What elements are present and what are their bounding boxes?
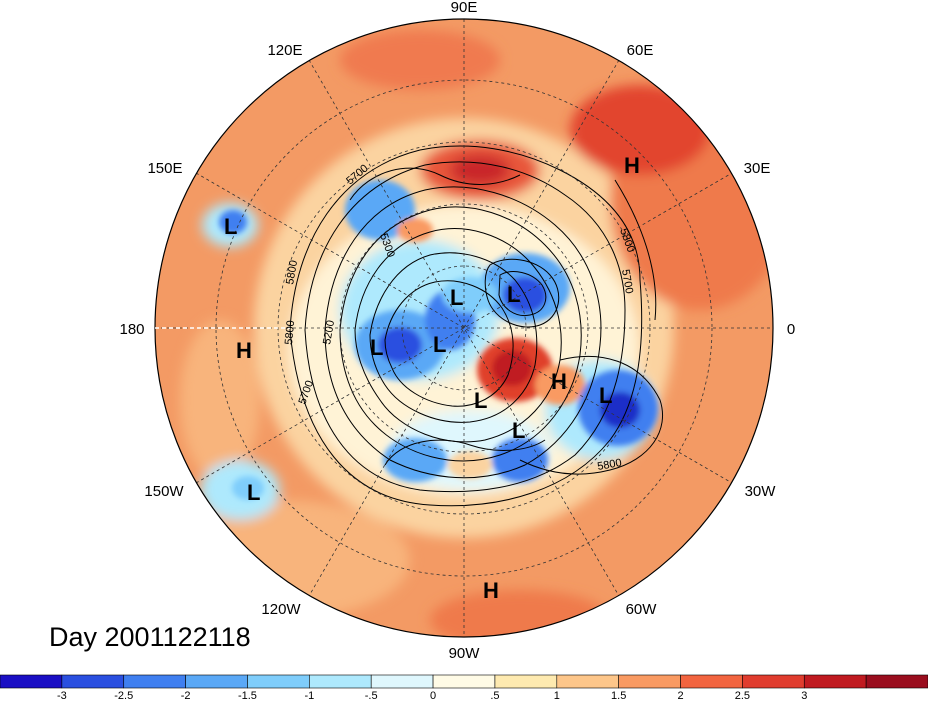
pressure-center-low: L [507, 282, 520, 307]
lon-label-120e: 120E [267, 42, 302, 59]
colorbar-swatch [247, 674, 310, 689]
colorbar: -3 -2.5 -2 -1.5 -1 -.5 0 .5 1 1.5 2 2.5 3 [0, 674, 928, 702]
colorbar-swatch [803, 674, 867, 689]
colorbar-swatch [494, 674, 558, 689]
lon-label-30e: 30E [744, 160, 771, 177]
contour-label: 5200 [321, 319, 337, 345]
colorbar-swatch [0, 674, 63, 689]
colorbar-swatch [742, 674, 805, 689]
height-contours [289, 145, 664, 507]
pressure-centers: L L L L L L L L L H H H H [224, 153, 640, 603]
colorbar-tick-label: -1 [304, 690, 314, 702]
colorbar-swatch [309, 674, 372, 689]
colorbar-swatch [185, 674, 248, 689]
lon-label-90w: 90W [449, 645, 481, 662]
colorbar-swatch [556, 674, 619, 689]
colorbar-tick-label: -3 [57, 690, 67, 702]
colorbar-tick-label: -2 [181, 690, 191, 702]
lon-label-120w: 120W [261, 601, 301, 618]
colorbar-tick-label: -2.5 [114, 690, 133, 702]
anomaly-field [155, 19, 773, 637]
colorbar-tick-label: -1.5 [238, 690, 257, 702]
colorbar-swatch [61, 674, 125, 689]
lon-label-90e: 90E [451, 0, 478, 16]
pressure-center-low: L [433, 332, 446, 357]
pressure-center-high: H [551, 369, 567, 394]
colorbar-swatch [680, 674, 743, 689]
colorbar-swatch [618, 674, 681, 689]
pressure-center-high: H [236, 338, 252, 363]
lon-label-60w: 60W [626, 601, 658, 618]
lon-label-30w: 30W [745, 483, 777, 500]
colorbar-tick-label: 1.5 [611, 690, 626, 702]
colorbar-tick-label: .5 [490, 690, 499, 702]
pressure-center-low: L [224, 214, 237, 239]
lon-label-60e: 60E [627, 42, 654, 59]
lon-label-150w: 150W [144, 483, 184, 500]
contour-label: 5800 [596, 457, 622, 473]
colorbar-tick-label: 3 [801, 690, 807, 702]
map-title: Day 2001122118 [49, 622, 251, 652]
pressure-center-low: L [450, 285, 463, 310]
pressure-center-low: L [599, 383, 612, 408]
colorbar-swatch [432, 674, 496, 689]
pressure-center-low: L [512, 418, 525, 443]
colorbar-tick-label: 2 [677, 690, 683, 702]
colorbar-tick-label: 2.5 [735, 690, 750, 702]
lon-label-180: 180 [119, 321, 144, 338]
pressure-center-low: L [247, 480, 260, 505]
colorbar-tick-label: 1 [554, 690, 560, 702]
colorbar-tick-label: -.5 [365, 690, 378, 702]
lon-label-0: 0 [787, 321, 795, 338]
pressure-center-high: H [624, 153, 640, 178]
contour-label: 5800 [283, 320, 297, 345]
colorbar-swatch [370, 674, 434, 689]
lon-label-150e: 150E [147, 160, 182, 177]
pressure-center-low: L [370, 335, 383, 360]
colorbar-swatch [123, 674, 186, 689]
contour-label: 5700 [619, 268, 635, 294]
pressure-center-low: L [474, 388, 487, 413]
colorbar-tick-label: 0 [430, 690, 436, 702]
contour-label: 5800 [284, 259, 300, 285]
colorbar-swatch [865, 674, 928, 689]
pressure-center-high: H [483, 578, 499, 603]
